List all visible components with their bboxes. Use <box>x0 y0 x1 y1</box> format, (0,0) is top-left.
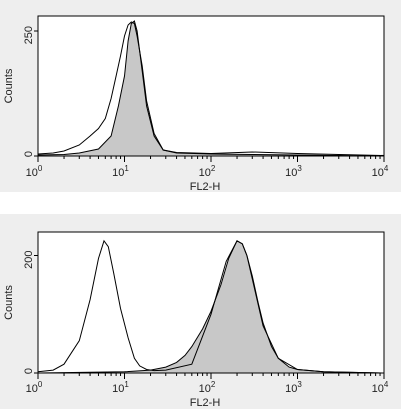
x-tick-label: 100 <box>26 164 43 179</box>
y-axis-title: Counts <box>3 285 15 320</box>
y-tick-label: 0 <box>23 368 35 374</box>
y-tick-label: 250 <box>23 26 35 44</box>
x-tick-label: 101 <box>112 380 129 395</box>
outline-histogram-series <box>37 21 385 156</box>
x-tick-label: 101 <box>112 164 129 179</box>
x-tick-label: 104 <box>372 380 389 395</box>
x-axis-title: FL2-H <box>190 397 221 409</box>
x-tick-label: 103 <box>285 380 302 395</box>
histogram-chart-1: 100 101 102 103 104 0 250 FL2-H Counts <box>3 15 389 193</box>
x-tick-label: 102 <box>199 380 216 395</box>
y-tick-label: 0 <box>23 151 35 157</box>
filled-histogram-series <box>37 20 385 157</box>
x-tick-label: 104 <box>372 164 389 179</box>
y-tick-label: 200 <box>23 251 35 269</box>
x-tick-label: 102 <box>199 164 216 179</box>
x-tick-label: 100 <box>26 380 43 395</box>
x-tick-label: 103 <box>285 164 302 179</box>
x-axis-title: FL2-H <box>190 181 221 193</box>
y-axis-title: Counts <box>3 68 15 103</box>
histogram-chart-2: 100 101 102 103 104 0 200 FL2-H Counts <box>3 231 389 409</box>
outline-histogram-series <box>37 239 385 374</box>
plot-area <box>38 16 384 156</box>
